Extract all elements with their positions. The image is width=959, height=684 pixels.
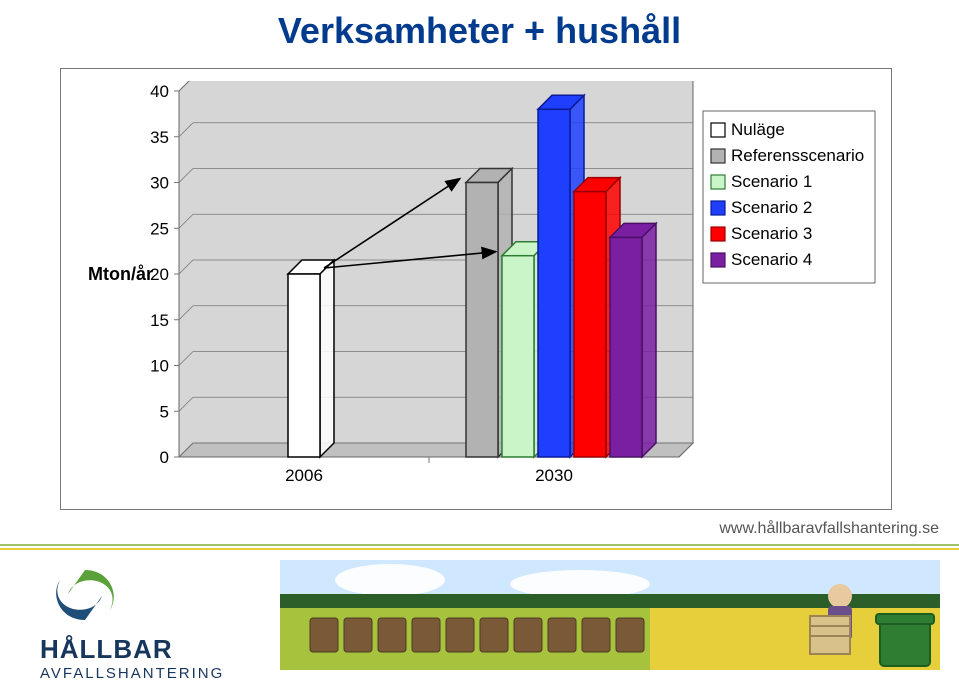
svg-text:Referensscenario: Referensscenario — [731, 146, 864, 165]
svg-text:2006: 2006 — [285, 466, 323, 485]
svg-text:Nuläge: Nuläge — [731, 120, 785, 139]
svg-text:0: 0 — [160, 448, 169, 467]
svg-text:Scenario 3: Scenario 3 — [731, 224, 812, 243]
svg-text:10: 10 — [150, 357, 169, 376]
svg-text:30: 30 — [150, 174, 169, 193]
svg-text:Scenario 1: Scenario 1 — [731, 172, 812, 191]
svg-text:15: 15 — [150, 311, 169, 330]
logo: HÅLLBAR AVFALLSHANTERING — [40, 560, 300, 682]
svg-text:40: 40 — [150, 82, 169, 101]
page-title: Verksamheter + hushåll — [0, 10, 959, 52]
footer-url: www.hållbaravfallshantering.se — [719, 520, 939, 538]
decorative-stripe — [0, 544, 959, 550]
svg-text:2030: 2030 — [535, 466, 573, 485]
svg-text:Scenario 2: Scenario 2 — [731, 198, 812, 217]
svg-text:25: 25 — [150, 219, 169, 238]
bar-chart: 0510152025303540Mton/år20062030NulägeRef… — [73, 81, 879, 497]
svg-text:Mton/år: Mton/år — [88, 264, 153, 284]
svg-text:35: 35 — [150, 128, 169, 147]
svg-text:5: 5 — [160, 402, 169, 421]
svg-text:Scenario 4: Scenario 4 — [731, 250, 812, 269]
logo-swirl-icon — [40, 560, 130, 630]
chart-container: 0510152025303540Mton/år20062030NulägeRef… — [60, 68, 892, 510]
logo-text-main: HÅLLBAR — [40, 634, 300, 665]
logo-text-sub: AVFALLSHANTERING — [40, 665, 300, 682]
footer-banner — [280, 560, 940, 670]
